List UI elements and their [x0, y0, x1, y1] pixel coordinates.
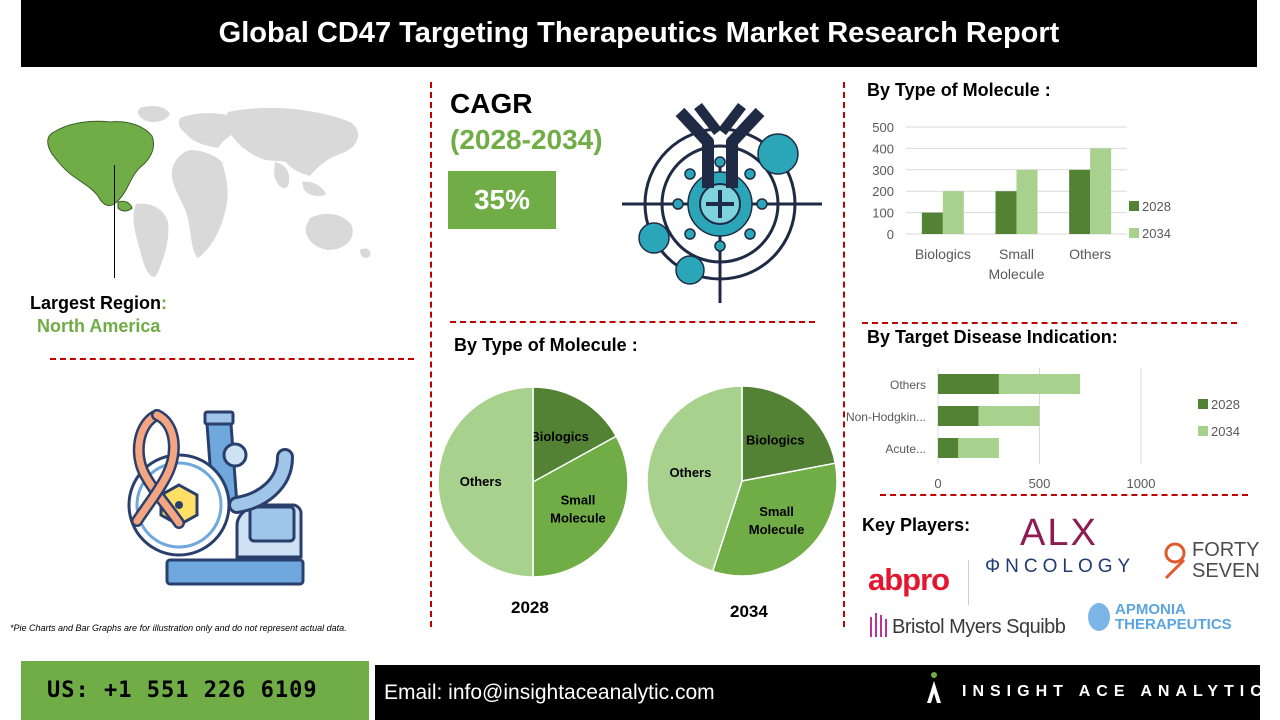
hbar-2034 [998, 374, 1081, 394]
footer-brand-name: INSIGHT ACE ANALYTIC [962, 683, 1268, 700]
legend-label: 2034 [1211, 424, 1240, 439]
pie-slice-label: Small Molecule [550, 493, 606, 526]
y-tick-label: 400 [872, 141, 894, 156]
cagr-label: CAGR [450, 88, 533, 119]
legend-label: 2034 [1142, 226, 1171, 241]
bar-chart-molecule: 0 100 200 300 400 500 Biologics Small Molecule Ot… [872, 120, 1171, 282]
divider-right [843, 82, 845, 627]
divider-bar [862, 322, 1237, 324]
hbar-section-title: By Target Disease Indication: [867, 327, 1118, 347]
logo-apmonia-line2: THERAPEUTICS [1115, 616, 1232, 633]
bar-2028 [921, 212, 943, 234]
logo-fortyseven-line2: SEVEN [1192, 560, 1260, 582]
hbar-2034 [958, 438, 999, 458]
key-players-title: Key Players: [862, 515, 971, 535]
divider-left [430, 82, 432, 627]
bar-chart-disease: 0 500 1000 Others Non-Hodgkin... Acute... 2028… [846, 368, 1240, 491]
y-category-label: Others [890, 378, 926, 392]
cagr-value-badge: 35% [448, 171, 556, 229]
footnote: *Pie Charts and Bar Graphs are for illus… [10, 623, 347, 633]
legend-swatch-2034 [1129, 228, 1139, 238]
x-tick-label: Small [999, 246, 1034, 262]
logo-abpro: abpro [868, 562, 950, 597]
y-category-label: Non-Hodgkin... [846, 410, 926, 424]
brand-logo-icon [927, 672, 941, 703]
antibody-target-icon [622, 102, 822, 303]
players-separator [968, 560, 969, 605]
x-tick-label: Molecule [988, 266, 1044, 282]
logo-fortyseven-line1: FORTY [1192, 539, 1260, 561]
legend-swatch-2028 [1129, 201, 1139, 211]
footer-email[interactable]: Email: info@insightaceanalytic.com [375, 665, 1260, 720]
pie-section-title: By Type of Molecule : [454, 335, 638, 355]
report-title: Global CD47 Targeting Therapeutics Marke… [21, 0, 1257, 67]
y-tick-label: 100 [872, 206, 894, 221]
divider-region [50, 358, 414, 360]
microscope-icon [127, 409, 305, 586]
legend-swatch-2028 [1198, 399, 1208, 409]
pie-slice-label: Others [460, 474, 502, 489]
pie-2028-year: 2028 [511, 598, 549, 617]
x-tick-label: 1000 [1127, 476, 1156, 491]
bar-2034 [1090, 148, 1112, 234]
bar-2034 [942, 191, 964, 234]
x-tick-label: 500 [1029, 476, 1051, 491]
y-tick-label: 300 [872, 163, 894, 178]
logo-bristol-myers-squibb: Bristol Myers Squibb [892, 616, 1066, 638]
logo-apmonia-mark-icon [1088, 603, 1110, 631]
legend-label: 2028 [1142, 199, 1171, 214]
pie-slice-others [437, 386, 534, 578]
divider-hbar [880, 494, 1248, 496]
pie-slice-biologics [741, 385, 837, 482]
bar-section-title: By Type of Molecule : [867, 80, 1051, 100]
logo-apmonia: APMONIA THERAPEUTICS [1115, 602, 1232, 632]
legend-swatch-2034 [1198, 426, 1208, 436]
logo-fortyseven: FORTY SEVEN [1192, 540, 1260, 582]
logo-bms-mark-icon [870, 613, 887, 637]
pie-slice-label: Others [669, 465, 711, 480]
logo-alx-oncology: ΦNCOLOGY [985, 556, 1136, 577]
y-category-label: Acute... [885, 442, 926, 456]
x-tick-label: Biologics [915, 246, 971, 262]
y-tick-label: 500 [872, 120, 894, 135]
x-tick-label: Others [1069, 246, 1111, 262]
pie-slice-label: Biologics [746, 433, 805, 448]
pie-slice-biologics [532, 386, 618, 484]
largest-region-value: North America [37, 316, 161, 336]
bar-2034 [1016, 169, 1038, 234]
divider-cagr [450, 321, 815, 323]
hbar-2028 [938, 406, 979, 426]
legend-label: 2028 [1211, 397, 1240, 412]
bar-2028 [995, 191, 1017, 234]
map-pointer-line [114, 165, 115, 278]
pie-2034-year: 2034 [730, 602, 768, 621]
pie-slice-label: Small Molecule [749, 504, 805, 537]
hbar-2028 [938, 374, 999, 394]
pie-slice-label: Biologics [530, 429, 589, 444]
y-tick-label: 200 [872, 184, 894, 199]
logo-apmonia-line1: APMONIA [1115, 601, 1186, 618]
pie-slice-others [646, 385, 743, 573]
bar-2028 [1069, 169, 1091, 234]
pie-chart-2028: Biologics Small Molecule Others [437, 386, 629, 578]
region-colon: : [161, 293, 168, 313]
world-map-icon [47, 106, 371, 277]
y-tick-label: 0 [887, 227, 894, 242]
cagr-period: (2028-2034) [450, 124, 603, 155]
x-tick-label: 0 [934, 476, 941, 491]
pie-chart-2034: Biologics Small Molecule Others [646, 385, 838, 577]
logo-alx: ALX [1020, 512, 1098, 554]
hbar-2034 [978, 406, 1040, 426]
region-label-text: Largest Region [30, 293, 162, 313]
largest-region-label: Largest Region: [30, 293, 167, 314]
pie-slice-small-molecule [711, 462, 838, 577]
pie-slice-small-molecule [532, 435, 629, 578]
logo-fortyseven-mark-icon [1164, 542, 1186, 580]
hbar-2028 [938, 438, 959, 458]
footer-phone[interactable]: US: +1 551 226 6109 [21, 661, 369, 720]
